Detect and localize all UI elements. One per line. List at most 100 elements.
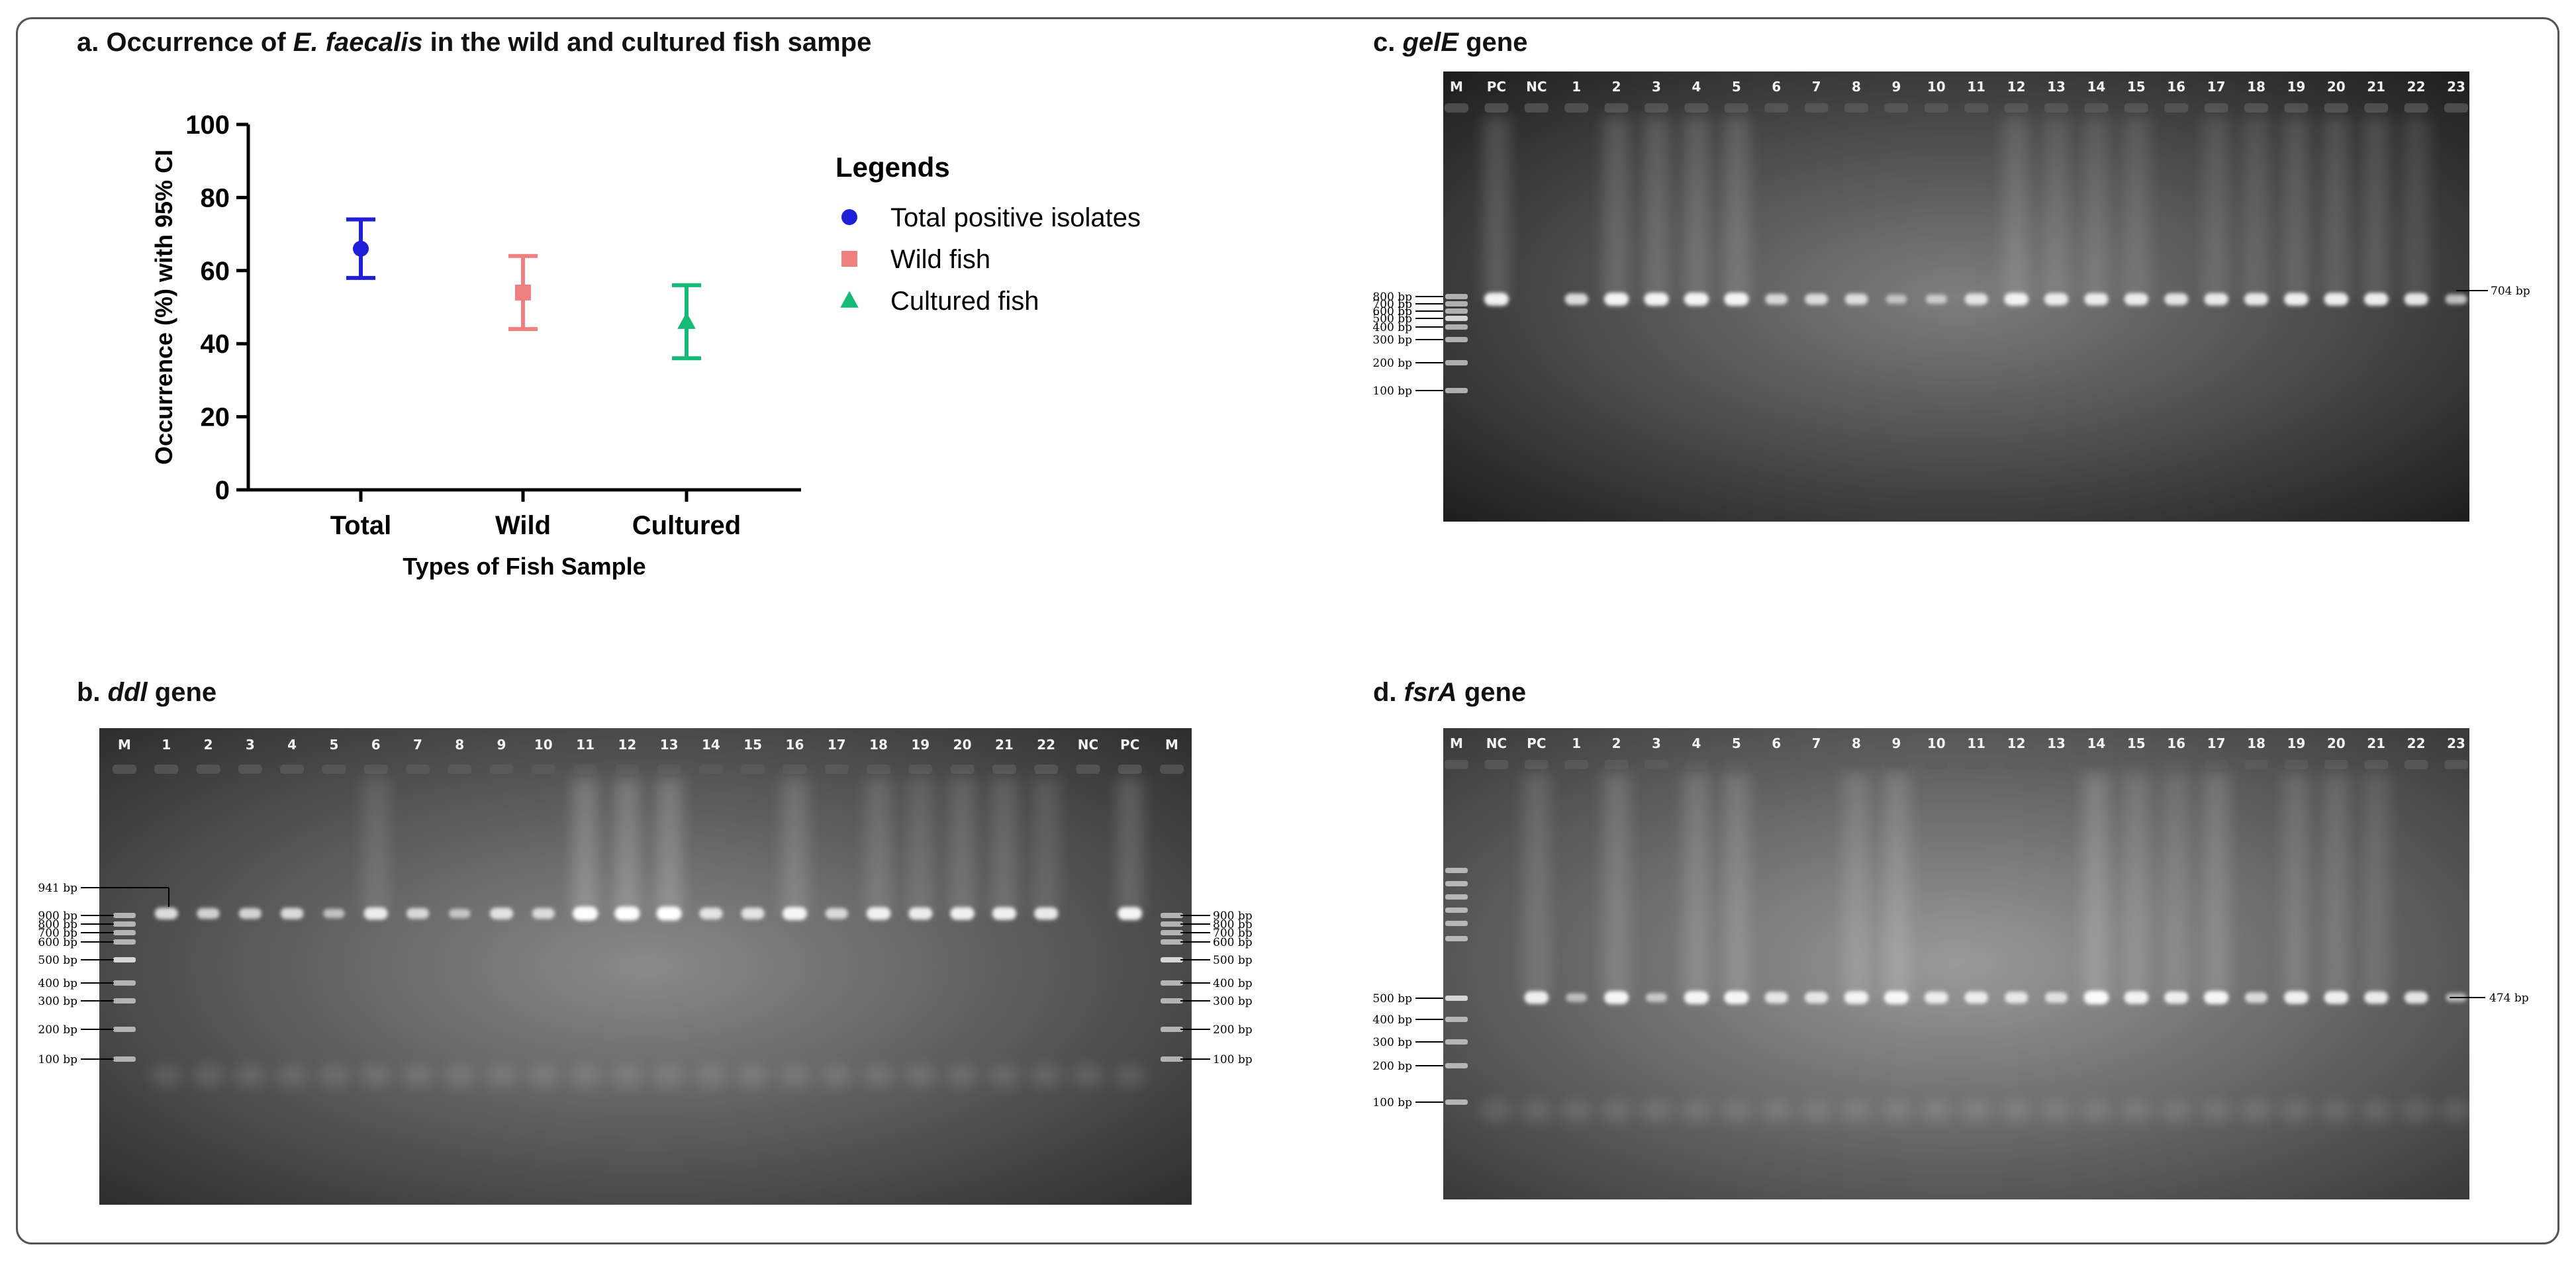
well xyxy=(1684,760,1709,769)
band-smear xyxy=(2283,117,2310,299)
lane-label: NC xyxy=(1078,737,1098,753)
lane-label: 17 xyxy=(2207,79,2226,95)
gel-gele: M PC NC 1 2 3 4 5 6 7 8 9 10 11 12 13 14 15 16 17 18 19 20 21 22… xyxy=(1443,71,2469,522)
well xyxy=(1645,760,1668,769)
lane-label: 13 xyxy=(2047,735,2066,751)
dna-band xyxy=(2044,293,2068,306)
lane-label: 17 xyxy=(828,737,846,753)
primer-dimer xyxy=(2160,1100,2193,1121)
well xyxy=(363,765,388,774)
well xyxy=(2204,760,2228,769)
dna-band xyxy=(1765,293,1788,305)
primer-dimer xyxy=(2200,1100,2232,1121)
ladder-band xyxy=(1445,1039,1468,1045)
well xyxy=(405,765,430,774)
dna-band xyxy=(908,907,933,920)
well xyxy=(1645,103,1668,113)
dna-band xyxy=(532,908,555,919)
dna-band xyxy=(1925,992,1948,1004)
lane-label: 5 xyxy=(1732,79,1741,95)
well xyxy=(2124,760,2148,769)
lane-label: 22 xyxy=(2407,735,2426,751)
primer-dimer xyxy=(2000,1100,2032,1121)
ladder-band xyxy=(1161,1027,1183,1032)
primer-dimer xyxy=(1641,1100,1672,1121)
well xyxy=(867,765,891,774)
well xyxy=(573,765,598,774)
well xyxy=(1564,760,1589,769)
ladder-band xyxy=(1161,998,1183,1004)
dna-band xyxy=(1964,293,1988,305)
lane-label: 6 xyxy=(371,737,381,753)
lane-label: 1 xyxy=(162,737,171,753)
dna-band xyxy=(323,909,345,918)
lane-label: 7 xyxy=(1812,735,1821,751)
well xyxy=(950,765,975,774)
primer-dimer xyxy=(2320,1100,2352,1121)
well xyxy=(1484,760,1509,769)
lane-label: 2 xyxy=(1612,79,1621,95)
well xyxy=(1724,103,1748,113)
well xyxy=(992,765,1016,774)
legend-marker xyxy=(840,291,859,308)
lane-label: 8 xyxy=(1852,735,1861,751)
ladder-band xyxy=(1445,996,1468,1001)
primer-dimer xyxy=(234,1065,266,1086)
well xyxy=(2004,760,2028,769)
lane-label: 8 xyxy=(455,737,464,753)
dna-band xyxy=(950,907,975,920)
dna-band xyxy=(1118,907,1143,920)
primer-dimer xyxy=(946,1065,978,1086)
dna-band xyxy=(2284,991,2309,1004)
lane-label: 16 xyxy=(2167,79,2185,95)
ladder-band xyxy=(1445,294,1468,299)
well xyxy=(2044,103,2068,113)
occurrence-chart: 0 20 40 60 80 100 Total Wild Cultured Types of Fi… xyxy=(150,111,1141,580)
band-smear xyxy=(362,778,389,913)
dna-band xyxy=(573,906,598,921)
ladder-band xyxy=(113,980,136,986)
well xyxy=(783,765,807,774)
dna-band xyxy=(154,908,178,919)
band-smear xyxy=(1723,117,1750,299)
primer-dimer xyxy=(1840,1100,1872,1121)
band-smear xyxy=(781,778,808,913)
well xyxy=(1484,103,1509,113)
band-smear xyxy=(2403,117,2430,299)
well xyxy=(1844,760,1868,769)
primer-dimer xyxy=(359,1065,392,1086)
lane-label: 8 xyxy=(1852,79,1861,95)
dna-band xyxy=(1925,295,1947,304)
well xyxy=(2164,103,2189,113)
y-tick-label: 100 xyxy=(185,111,230,140)
band-smear xyxy=(2123,773,2150,998)
dna-band xyxy=(197,908,220,919)
dna-band xyxy=(2084,293,2109,306)
well xyxy=(448,765,472,774)
band-smear xyxy=(1643,117,1670,299)
well xyxy=(2444,760,2468,769)
dna-band xyxy=(1644,293,1669,306)
primer-dimer xyxy=(1520,1100,1552,1121)
primer-dimer xyxy=(1880,1100,1913,1121)
lane-label: 21 xyxy=(995,737,1014,753)
dna-band xyxy=(2005,992,2028,1004)
well xyxy=(1445,760,1468,769)
well xyxy=(196,765,220,774)
dna-band xyxy=(1524,991,1549,1004)
gel-background xyxy=(99,728,1192,1205)
gel-fsra: M NC PC 1 2 3 4 5 6 7 8 9 10 11 12 13 14 15 16 17 18 19 20 21 22… xyxy=(1443,728,2469,1199)
lane-label: 20 xyxy=(2327,735,2346,751)
lane-label: 4 xyxy=(1692,735,1701,751)
dna-band xyxy=(449,909,471,918)
well xyxy=(741,765,765,774)
dna-band xyxy=(1764,992,1788,1004)
gel-background xyxy=(1443,71,2469,522)
primer-dimer xyxy=(2280,1100,2313,1121)
legend-label: Total positive isolates xyxy=(890,203,1141,232)
lane-label: 15 xyxy=(2127,735,2146,751)
dna-band xyxy=(2244,293,2268,306)
band-smear xyxy=(1603,117,1630,299)
data-point xyxy=(515,284,531,301)
primer-dimer xyxy=(276,1065,309,1086)
